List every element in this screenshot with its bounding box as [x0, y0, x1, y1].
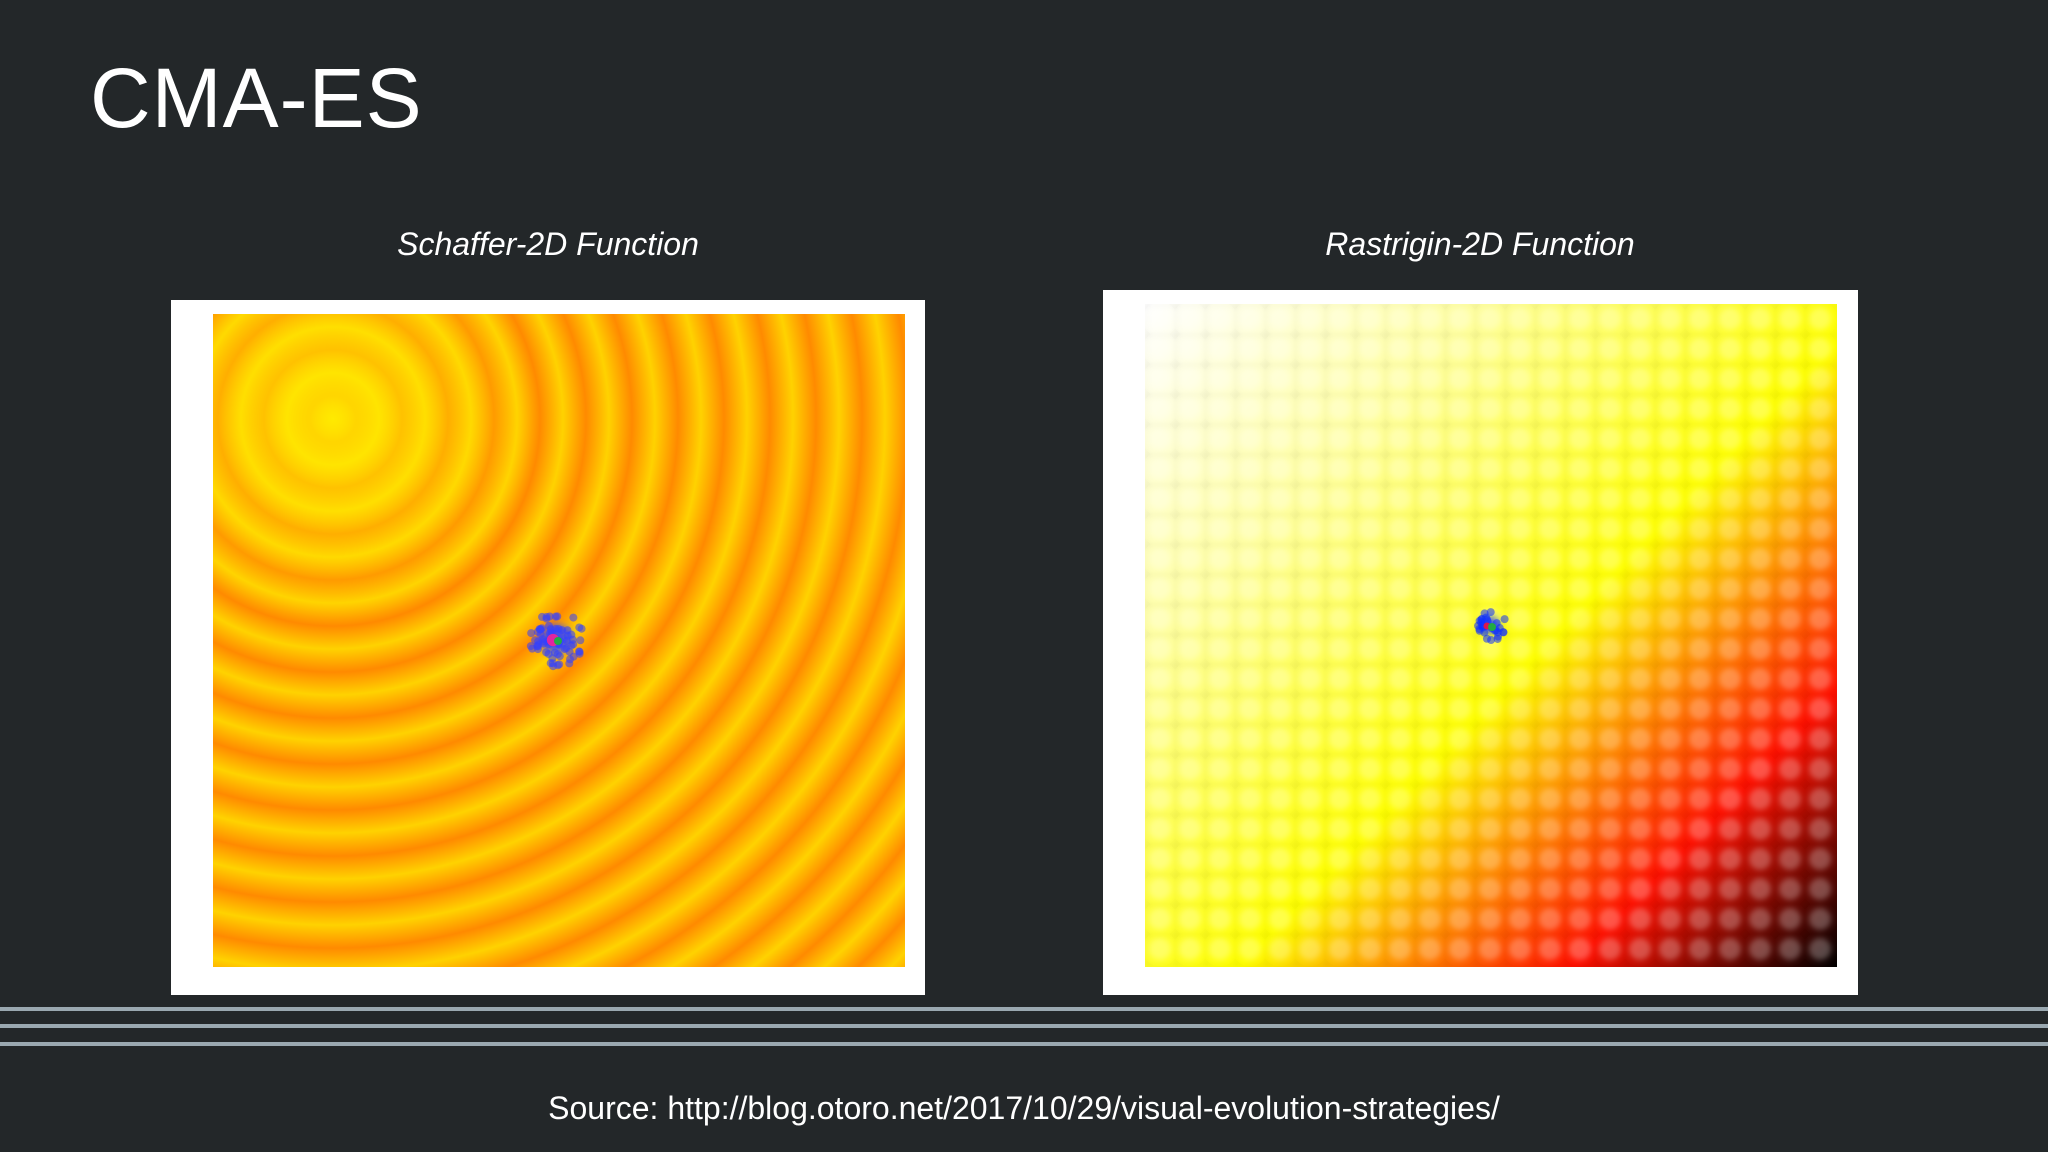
- schaffer-sample: [551, 612, 560, 621]
- schaffer-sample: [569, 613, 578, 622]
- schaffer-sample: [527, 629, 536, 638]
- schaffer-sample: [548, 654, 557, 663]
- rastrigin-heatmap: [1145, 304, 1837, 967]
- schaffer-sample: [534, 637, 543, 646]
- schaffer-heatmap-svg: [213, 314, 905, 967]
- schaffer-sample: [538, 612, 547, 621]
- slide-title: CMA-ES: [90, 51, 423, 145]
- source-citation: Source: http://blog.otoro.net/2017/10/29…: [548, 1090, 1500, 1126]
- schaffer-sample: [526, 642, 535, 651]
- schaffer-caption: Schaffer-2D Function: [397, 226, 699, 262]
- schaffer-sample: [575, 649, 584, 658]
- schaffer-population: [526, 612, 586, 671]
- schaffer-sample: [576, 636, 585, 645]
- rastrigin-grid: [1145, 304, 1837, 967]
- schaffer-mean: [554, 637, 562, 645]
- schaffer-sample: [549, 662, 558, 671]
- rastrigin-population: [1474, 608, 1509, 645]
- schaffer-sample: [575, 623, 584, 632]
- rastrigin-sample: [1500, 615, 1509, 624]
- schaffer-heatmap: [213, 314, 905, 967]
- divider-line: [0, 1042, 2048, 1046]
- rastrigin-figure: [1103, 290, 1858, 995]
- rastrigin-mean: [1488, 623, 1496, 631]
- schaffer-sample: [569, 652, 578, 661]
- schaffer-sample: [545, 612, 554, 621]
- rastrigin-sample: [1486, 608, 1495, 617]
- rastrigin-heatmap-svg: [1145, 304, 1837, 967]
- divider-line: [0, 1024, 2048, 1028]
- rastrigin-caption: Rastrigin-2D Function: [1325, 226, 1635, 262]
- divider-line: [0, 1007, 2048, 1011]
- rastrigin-sample: [1480, 609, 1489, 618]
- schaffer-sample: [555, 660, 564, 669]
- schaffer-figure: [171, 300, 925, 995]
- rastrigin-sample: [1487, 636, 1496, 645]
- schaffer-sample: [535, 624, 544, 633]
